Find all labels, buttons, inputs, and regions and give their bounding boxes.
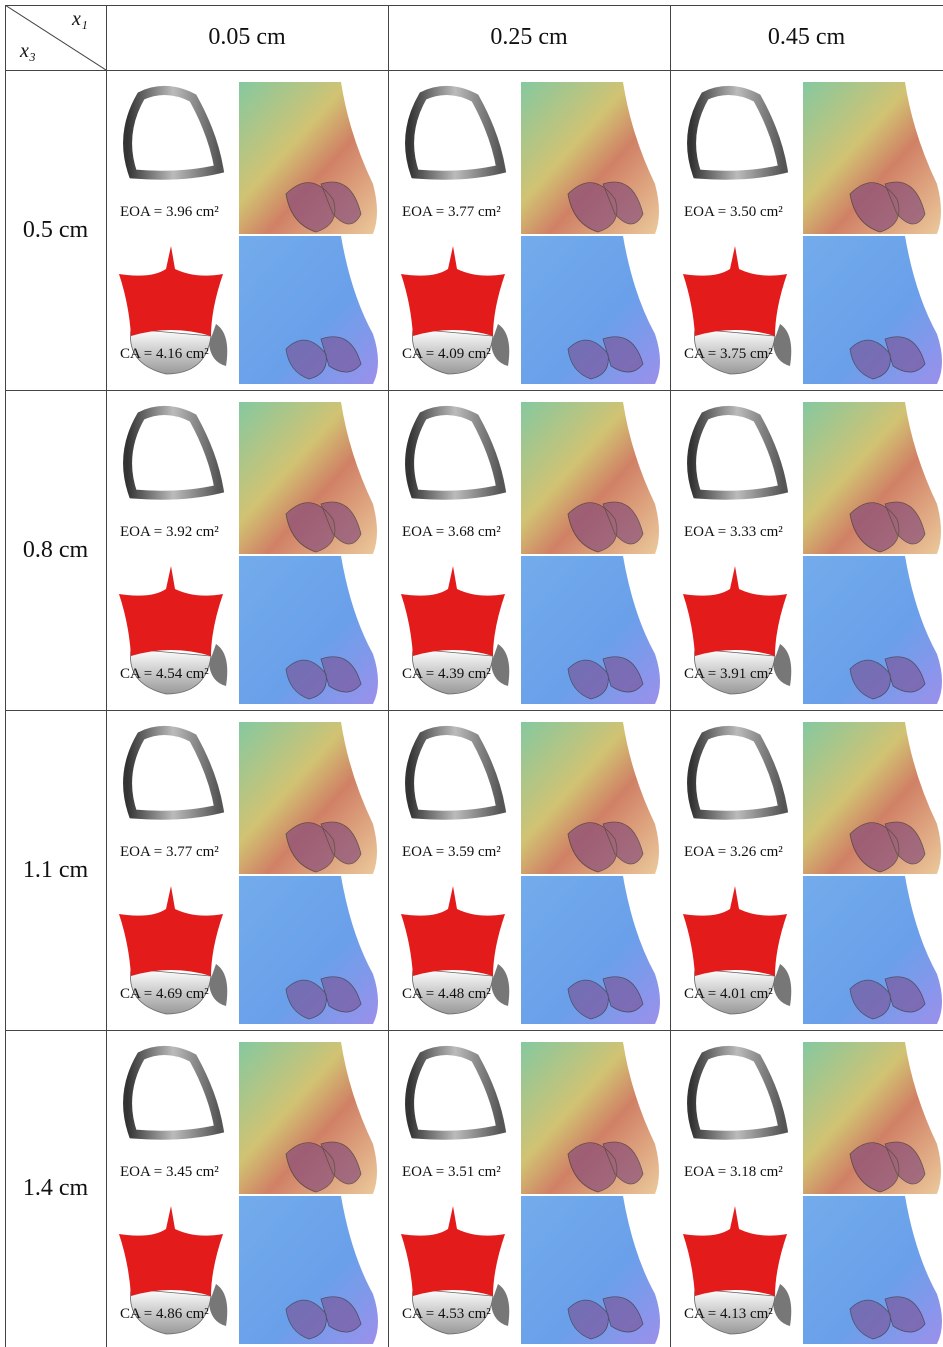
flow-field-top [239, 722, 377, 874]
eoa-label: EOA = 3.92 cm² [120, 524, 219, 541]
annulus-view [410, 90, 501, 175]
annulus-view [410, 730, 501, 815]
ca-label: CA = 4.69 cm² [120, 986, 209, 1003]
col-border [670, 5, 671, 1347]
ca-label: CA = 3.75 cm² [684, 346, 773, 363]
annulus-view [128, 1050, 219, 1135]
flow-field-bottom [803, 1196, 942, 1344]
eoa-label: EOA = 3.50 cm² [684, 204, 783, 221]
ca-label: CA = 3.91 cm² [684, 666, 773, 683]
eoa-label: EOA = 3.26 cm² [684, 844, 783, 861]
row-header: 1.1 cm [5, 710, 106, 1030]
flow-field-bottom [521, 876, 660, 1024]
flow-field-bottom [803, 556, 942, 704]
flow-field-top [803, 1042, 941, 1194]
annulus-view [692, 730, 783, 815]
annulus-view [410, 410, 501, 495]
ca-label: CA = 4.54 cm² [120, 666, 209, 683]
flow-field-top [803, 402, 941, 554]
cell-figures [675, 74, 943, 386]
flow-field-top [239, 1042, 377, 1194]
eoa-label: EOA = 3.77 cm² [402, 204, 501, 221]
flow-field-top [803, 722, 941, 874]
cell-figures [111, 74, 383, 386]
row-border [5, 390, 943, 391]
row-border [5, 710, 943, 711]
flow-field-bottom [239, 236, 378, 384]
flow-field-top [521, 402, 659, 554]
annulus-view [692, 1050, 783, 1135]
eoa-label: EOA = 3.18 cm² [684, 1164, 783, 1181]
figure-table: x₁ x₃ 0.05 cm0.25 cm0.45 cm 0.5 cm EOA = … [0, 0, 943, 1347]
column-header: 0.25 cm [388, 5, 670, 70]
flow-field-bottom [803, 236, 942, 384]
flow-field-bottom [239, 556, 378, 704]
cell-figures [675, 714, 943, 1026]
flow-field-bottom [521, 556, 660, 704]
flow-field-top [803, 82, 941, 234]
ca-label: CA = 4.13 cm² [684, 1306, 773, 1323]
flow-field-top [521, 722, 659, 874]
annulus-view [128, 410, 219, 495]
ca-label: CA = 4.86 cm² [120, 1306, 209, 1323]
row-border [5, 70, 943, 71]
cell-figures [675, 1034, 943, 1346]
eoa-label: EOA = 3.77 cm² [120, 844, 219, 861]
row-header: 0.8 cm [5, 390, 106, 710]
corner-top: x₁ [72, 8, 88, 31]
annulus-view [128, 90, 219, 175]
eoa-label: EOA = 3.96 cm² [120, 204, 219, 221]
eoa-label: EOA = 3.33 cm² [684, 524, 783, 541]
cell-figures [111, 714, 383, 1026]
ca-label: CA = 4.01 cm² [684, 986, 773, 1003]
cell-figures [393, 74, 665, 386]
flow-field-bottom [521, 236, 660, 384]
cell-figures [111, 1034, 383, 1346]
flow-field-bottom [521, 1196, 660, 1344]
flow-field-top [521, 1042, 659, 1194]
col-border [106, 5, 107, 1347]
flow-field-bottom [239, 1196, 378, 1344]
cell-figures [393, 1034, 665, 1346]
row-header: 0.5 cm [5, 70, 106, 390]
annulus-view [692, 410, 783, 495]
ca-label: CA = 4.53 cm² [402, 1306, 491, 1323]
eoa-label: EOA = 3.59 cm² [402, 844, 501, 861]
column-header: 0.45 cm [670, 5, 943, 70]
cell-figures [393, 394, 665, 706]
row-header: 1.4 cm [5, 1030, 106, 1347]
cell-figures [111, 394, 383, 706]
ca-label: CA = 4.16 cm² [120, 346, 209, 363]
annulus-view [692, 90, 783, 175]
annulus-view [128, 730, 219, 815]
annulus-view [410, 1050, 501, 1135]
cell-figures [393, 714, 665, 1026]
col-border [388, 5, 389, 1347]
ca-label: CA = 4.39 cm² [402, 666, 491, 683]
column-header: 0.05 cm [106, 5, 388, 70]
ca-label: CA = 4.48 cm² [402, 986, 491, 1003]
row-border [5, 1030, 943, 1031]
flow-field-top [239, 402, 377, 554]
cell-figures [675, 394, 943, 706]
flow-field-bottom [239, 876, 378, 1024]
flow-field-top [239, 82, 377, 234]
flow-field-top [521, 82, 659, 234]
eoa-label: EOA = 3.51 cm² [402, 1164, 501, 1181]
eoa-label: EOA = 3.68 cm² [402, 524, 501, 541]
ca-label: CA = 4.09 cm² [402, 346, 491, 363]
eoa-label: EOA = 3.45 cm² [120, 1164, 219, 1181]
flow-field-bottom [803, 876, 942, 1024]
corner-bottom: x₃ [20, 40, 36, 63]
